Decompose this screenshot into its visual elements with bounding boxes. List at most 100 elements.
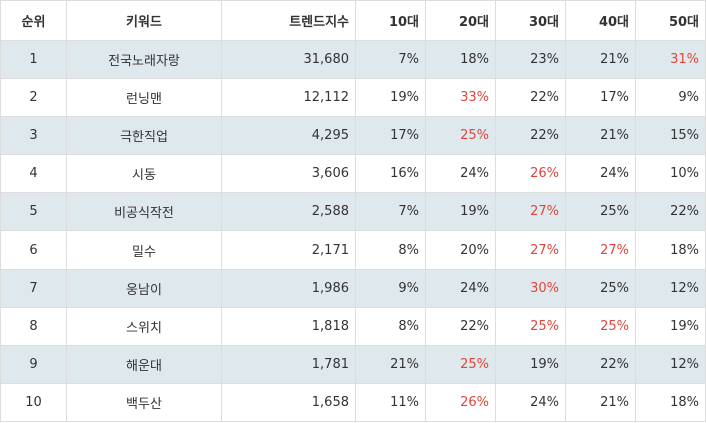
cell-age-20s: 25% xyxy=(425,116,496,156)
cell-age-10s: 11% xyxy=(355,382,426,423)
cell-rank: 2 xyxy=(0,78,67,118)
cell-trend-index: 4,295 xyxy=(221,116,356,156)
cell-age-40s: 21% xyxy=(565,116,636,156)
table-row: 9 해운대 1,781 21% 25% 19% 22% 12% xyxy=(0,344,706,384)
cell-age-10s: 16% xyxy=(355,154,426,194)
cell-rank: 9 xyxy=(0,344,67,384)
cell-age-20s: 24% xyxy=(425,268,496,308)
cell-rank: 4 xyxy=(0,154,67,194)
table-row: 8 스위치 1,818 8% 22% 25% 25% 19% xyxy=(0,306,706,346)
cell-rank: 5 xyxy=(0,192,67,232)
cell-age-20s: 22% xyxy=(425,306,496,346)
cell-keyword: 런닝맨 xyxy=(66,78,222,118)
table-row: 5 비공식작전 2,588 7% 19% 27% 25% 22% xyxy=(0,192,706,232)
cell-age-50s: 18% xyxy=(635,382,706,423)
table-row: 7 웅남이 1,986 9% 24% 30% 25% 12% xyxy=(0,268,706,308)
cell-rank: 1 xyxy=(0,39,67,80)
cell-age-50s: 19% xyxy=(635,306,706,346)
header-age-40s: 40대 xyxy=(565,0,636,41)
header-age-20s: 20대 xyxy=(425,0,496,41)
cell-age-10s: 8% xyxy=(355,306,426,346)
cell-age-40s: 25% xyxy=(565,306,636,346)
table-row: 1 전국노래자랑 31,680 7% 18% 23% 21% 31% xyxy=(0,39,706,80)
header-trend-index: 트렌드지수 xyxy=(221,0,356,41)
table-row: 3 극한직업 4,295 17% 25% 22% 21% 15% xyxy=(0,116,706,156)
cell-age-50s: 12% xyxy=(635,268,706,308)
cell-age-30s: 24% xyxy=(495,382,566,423)
cell-age-40s: 27% xyxy=(565,230,636,270)
cell-age-20s: 33% xyxy=(425,78,496,118)
cell-keyword: 웅남이 xyxy=(66,268,222,308)
cell-age-10s: 7% xyxy=(355,39,426,80)
cell-trend-index: 3,606 xyxy=(221,154,356,194)
cell-rank: 8 xyxy=(0,306,67,346)
cell-age-40s: 21% xyxy=(565,382,636,423)
cell-age-50s: 10% xyxy=(635,154,706,194)
cell-keyword: 전국노래자랑 xyxy=(66,39,222,80)
cell-age-30s: 26% xyxy=(495,154,566,194)
cell-age-50s: 12% xyxy=(635,344,706,384)
cell-age-40s: 22% xyxy=(565,344,636,384)
cell-rank: 7 xyxy=(0,268,67,308)
cell-age-50s: 9% xyxy=(635,78,706,118)
cell-age-40s: 24% xyxy=(565,154,636,194)
cell-trend-index: 1,986 xyxy=(221,268,356,308)
cell-keyword: 스위치 xyxy=(66,306,222,346)
cell-rank: 6 xyxy=(0,230,67,270)
cell-age-50s: 31% xyxy=(635,39,706,80)
cell-age-20s: 20% xyxy=(425,230,496,270)
cell-age-10s: 21% xyxy=(355,344,426,384)
cell-rank: 3 xyxy=(0,116,67,156)
cell-trend-index: 2,588 xyxy=(221,192,356,232)
header-age-30s: 30대 xyxy=(495,0,566,41)
cell-age-20s: 19% xyxy=(425,192,496,232)
cell-age-20s: 24% xyxy=(425,154,496,194)
header-rank: 순위 xyxy=(0,0,67,41)
cell-age-40s: 25% xyxy=(565,268,636,308)
cell-trend-index: 12,112 xyxy=(221,78,356,118)
cell-age-50s: 22% xyxy=(635,192,706,232)
table-row: 2 런닝맨 12,112 19% 33% 22% 17% 9% xyxy=(0,78,706,118)
cell-age-50s: 15% xyxy=(635,116,706,156)
cell-age-30s: 22% xyxy=(495,78,566,118)
header-row: 순위 키워드 트렌드지수 10대 20대 30대 40대 50대 xyxy=(0,0,706,41)
cell-age-10s: 9% xyxy=(355,268,426,308)
cell-age-30s: 27% xyxy=(495,192,566,232)
cell-trend-index: 1,818 xyxy=(221,306,356,346)
cell-age-10s: 8% xyxy=(355,230,426,270)
cell-age-10s: 7% xyxy=(355,192,426,232)
cell-trend-index: 1,658 xyxy=(221,382,356,423)
table-header: 순위 키워드 트렌드지수 10대 20대 30대 40대 50대 xyxy=(0,0,706,41)
cell-keyword: 해운대 xyxy=(66,344,222,384)
table-body: 1 전국노래자랑 31,680 7% 18% 23% 21% 31% 2 런닝맨 12,112 19%… xyxy=(0,39,706,423)
cell-keyword: 백두산 xyxy=(66,382,222,423)
header-age-50s: 50대 xyxy=(635,0,706,41)
cell-age-30s: 30% xyxy=(495,268,566,308)
cell-age-20s: 25% xyxy=(425,344,496,384)
cell-age-20s: 26% xyxy=(425,382,496,423)
table-row: 6 밀수 2,171 8% 20% 27% 27% 18% xyxy=(0,230,706,270)
cell-age-30s: 27% xyxy=(495,230,566,270)
cell-age-30s: 23% xyxy=(495,39,566,80)
cell-age-40s: 17% xyxy=(565,78,636,118)
cell-keyword: 시동 xyxy=(66,154,222,194)
table-row: 10 백두산 1,658 11% 26% 24% 21% 18% xyxy=(0,382,706,423)
cell-trend-index: 31,680 xyxy=(221,39,356,80)
table-row: 4 시동 3,606 16% 24% 26% 24% 10% xyxy=(0,154,706,194)
cell-keyword: 비공식작전 xyxy=(66,192,222,232)
cell-trend-index: 2,171 xyxy=(221,230,356,270)
cell-age-30s: 25% xyxy=(495,306,566,346)
cell-age-10s: 19% xyxy=(355,78,426,118)
cell-keyword: 밀수 xyxy=(66,230,222,270)
cell-age-30s: 19% xyxy=(495,344,566,384)
cell-age-40s: 25% xyxy=(565,192,636,232)
cell-age-20s: 18% xyxy=(425,39,496,80)
cell-age-10s: 17% xyxy=(355,116,426,156)
cell-age-40s: 21% xyxy=(565,39,636,80)
header-keyword: 키워드 xyxy=(66,0,222,41)
cell-trend-index: 1,781 xyxy=(221,344,356,384)
header-age-10s: 10대 xyxy=(355,0,426,41)
cell-age-50s: 18% xyxy=(635,230,706,270)
cell-keyword: 극한직업 xyxy=(66,116,222,156)
